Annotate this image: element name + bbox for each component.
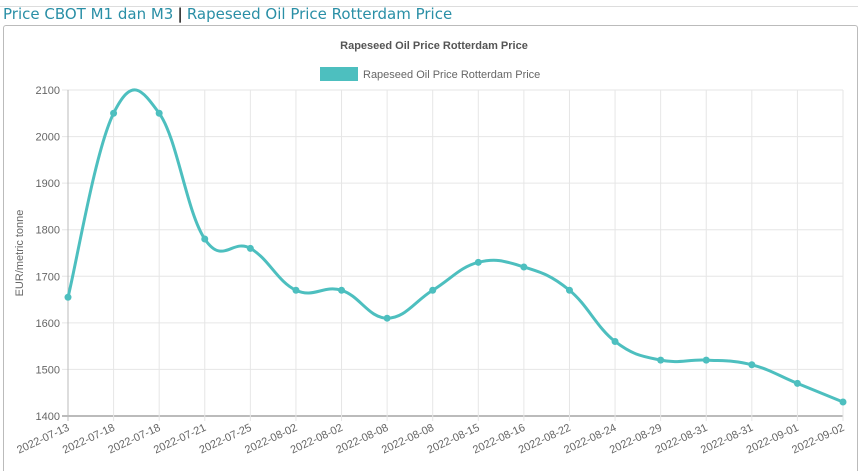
data-point (611, 337, 619, 345)
data-point (338, 286, 346, 294)
y-tick-label: 1600 (36, 318, 60, 330)
y-tick-label: 1500 (36, 364, 60, 376)
data-point (793, 379, 801, 387)
y-tick-label: 1400 (36, 411, 60, 423)
data-point (565, 286, 573, 294)
chart-title: Rapeseed Oil Price Rotterdam Price (340, 40, 528, 52)
y-tick-label: 2100 (36, 85, 60, 97)
link-rapeseed-oil[interactable]: Rapeseed Oil Price Rotterdam Price (186, 5, 453, 23)
data-point (839, 398, 847, 406)
data-point (657, 356, 665, 364)
link-price-cbot[interactable]: Price CBOT M1 dan M3 (3, 5, 174, 23)
y-axis-label: EUR/metric tonne (14, 210, 26, 297)
y-tick-label: 1700 (36, 271, 60, 283)
data-point (520, 263, 528, 271)
legend-label[interactable]: Rapeseed Oil Price Rotterdam Price (363, 69, 540, 81)
page-heading: Price CBOT M1 dan M3 | Rapeseed Oil Price … (3, 5, 452, 23)
data-point (292, 286, 300, 294)
separator: | (177, 5, 183, 23)
top-border (0, 0, 858, 7)
y-tick-label: 1900 (36, 178, 60, 190)
data-point (748, 361, 756, 369)
data-point (474, 258, 482, 266)
data-point (110, 109, 118, 117)
legend-swatch[interactable] (320, 67, 358, 81)
data-point (155, 109, 163, 117)
data-point (702, 356, 710, 364)
y-tick-label: 2000 (36, 132, 60, 144)
data-point (246, 244, 254, 252)
x-tick-label: 2022-09-02 (790, 422, 846, 457)
y-tick-label: 1800 (36, 225, 60, 237)
data-point (201, 235, 209, 243)
data-point (64, 293, 72, 301)
data-point (383, 314, 391, 322)
data-point (429, 286, 437, 294)
